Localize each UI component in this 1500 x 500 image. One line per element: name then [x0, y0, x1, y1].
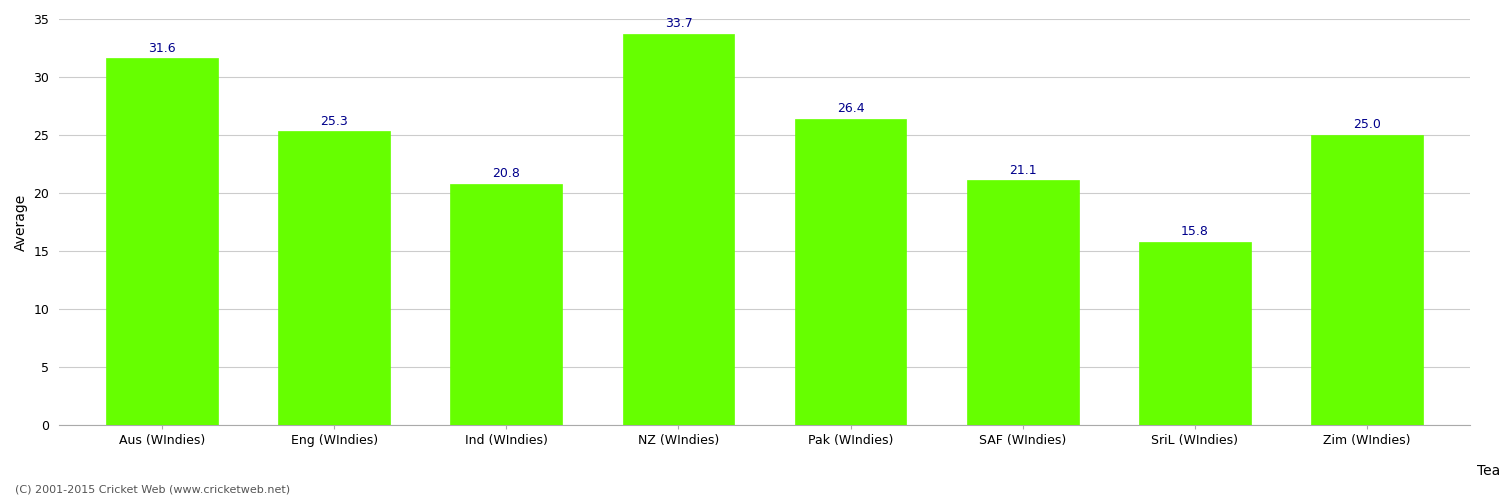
Text: 25.0: 25.0	[1353, 118, 1380, 132]
Text: 33.7: 33.7	[664, 18, 693, 30]
Bar	[106, 58, 218, 425]
Text: (C) 2001-2015 Cricket Web (www.cricketweb.net): (C) 2001-2015 Cricket Web (www.cricketwe…	[15, 485, 290, 495]
Bar	[622, 34, 735, 425]
Bar	[1311, 135, 1422, 425]
Text: 31.6: 31.6	[148, 42, 176, 55]
Bar	[450, 184, 562, 425]
Bar	[279, 132, 390, 425]
Text: 15.8: 15.8	[1180, 225, 1209, 238]
Text: 20.8: 20.8	[492, 167, 520, 180]
Text: 21.1: 21.1	[1010, 164, 1036, 176]
Bar	[1138, 242, 1251, 425]
Text: 25.3: 25.3	[321, 115, 348, 128]
Text: 26.4: 26.4	[837, 102, 864, 115]
Bar	[795, 118, 906, 425]
Text: Team: Team	[1478, 464, 1500, 478]
Bar	[966, 180, 1078, 425]
Y-axis label: Average: Average	[13, 194, 28, 250]
